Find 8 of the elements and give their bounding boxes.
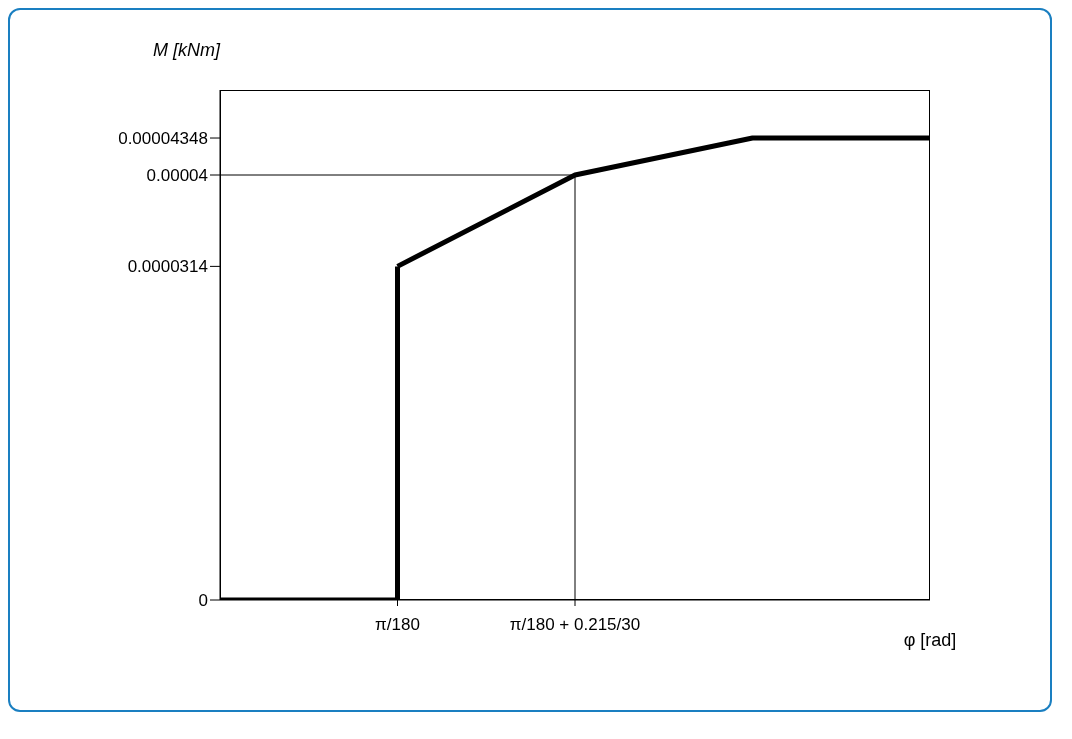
y-tick-label: 0	[198, 591, 208, 611]
y-tick-label: 0.0000314	[127, 257, 208, 277]
x-axis-title: φ [rad]	[902, 630, 958, 651]
y-tick-label: 0.00004348	[118, 129, 208, 149]
y-axis-title: M [kNm]	[152, 40, 220, 61]
x-tick-label: π/180	[375, 615, 420, 634]
y-tick-label: 0.00004	[146, 166, 208, 186]
x-tick-label: π/180 + 0.215/30	[509, 615, 641, 634]
